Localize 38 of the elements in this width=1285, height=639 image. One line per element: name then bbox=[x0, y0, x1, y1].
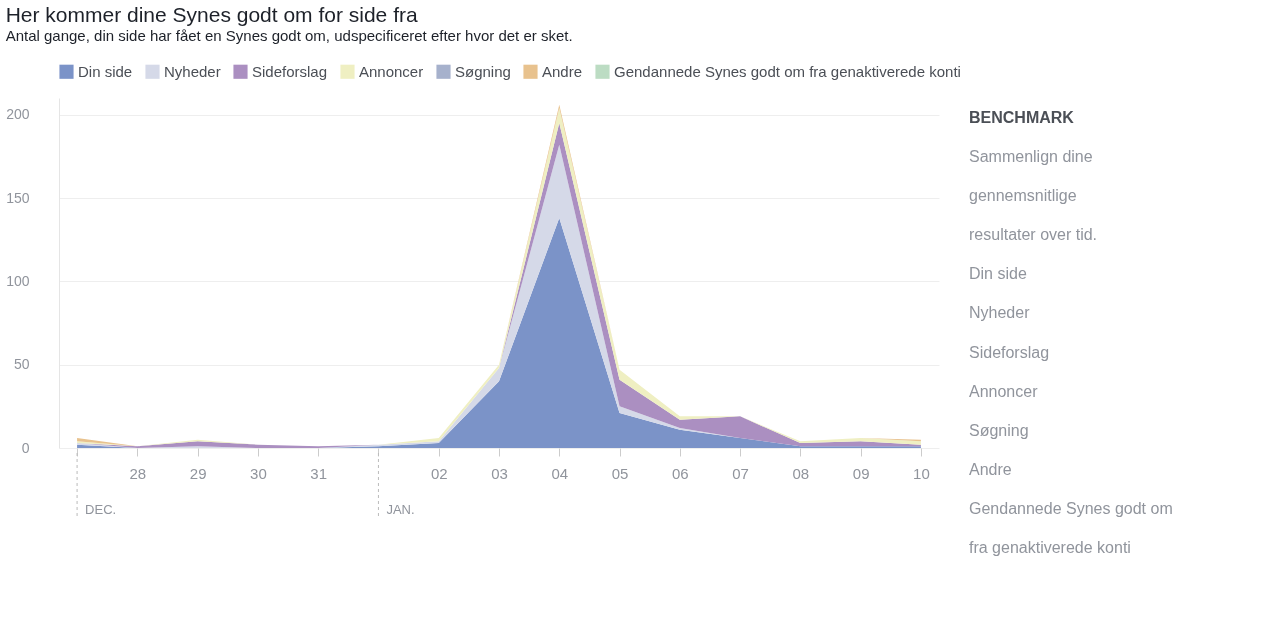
x-tick-label: 29 bbox=[189, 464, 207, 482]
text: Andre bbox=[969, 461, 1012, 479]
x-tick-label: 31 bbox=[310, 464, 328, 482]
chart-subtitle: Antal gange, din side har fået en Synes godt om, udspecificeret efter hvor det er sket. bbox=[5, 27, 573, 44]
x-tick-label: 05 bbox=[611, 464, 629, 482]
legend-label: Din side bbox=[78, 62, 133, 80]
text: Sideforslag bbox=[969, 343, 1050, 361]
x-tick-label: 07 bbox=[732, 464, 749, 482]
legend-label: Nyheder bbox=[164, 62, 221, 80]
x-tick-label: 03 bbox=[491, 464, 508, 482]
legend-label: Andre bbox=[542, 62, 583, 80]
text: Din side bbox=[969, 265, 1027, 283]
legend-label: Sideforslag bbox=[252, 62, 328, 80]
x-tick-label: 28 bbox=[129, 464, 147, 482]
y-tick-label: 50 bbox=[13, 356, 30, 373]
text: DEC. bbox=[85, 502, 117, 517]
legend-label: Gendannede Synes godt om fra genaktiverede konti bbox=[614, 62, 961, 80]
text: Søgning bbox=[969, 421, 1029, 439]
x-tick-label: 10 bbox=[913, 464, 930, 482]
x-tick-label: 06 bbox=[671, 464, 689, 482]
legend-label: Søgning bbox=[455, 62, 511, 80]
y-tick-label: 200 bbox=[6, 106, 30, 123]
y-tick-label: 100 bbox=[6, 272, 30, 289]
text: JAN. bbox=[386, 502, 415, 517]
text: Annoncer bbox=[969, 382, 1039, 400]
x-tick-label: 04 bbox=[551, 464, 569, 482]
y-tick-label: 0 bbox=[21, 439, 30, 456]
x-tick-label: 09 bbox=[852, 464, 870, 482]
text: Sammenlign dine gennemsnitlige resultater over tid. bbox=[969, 147, 1098, 244]
x-tick-label: 02 bbox=[430, 464, 448, 482]
text: Gendannede Synes godt om fra genaktiverede konti bbox=[969, 500, 1173, 557]
chart-title: Her kommer dine Synes godt om for side fra bbox=[5, 3, 418, 26]
text: BENCHMARK bbox=[969, 108, 1075, 126]
legend-label: Annoncer bbox=[359, 62, 424, 80]
text: Nyheder bbox=[969, 304, 1031, 322]
x-tick-label: 08 bbox=[792, 464, 810, 482]
y-tick-label: 150 bbox=[6, 189, 30, 206]
x-tick-label: 30 bbox=[250, 464, 267, 482]
